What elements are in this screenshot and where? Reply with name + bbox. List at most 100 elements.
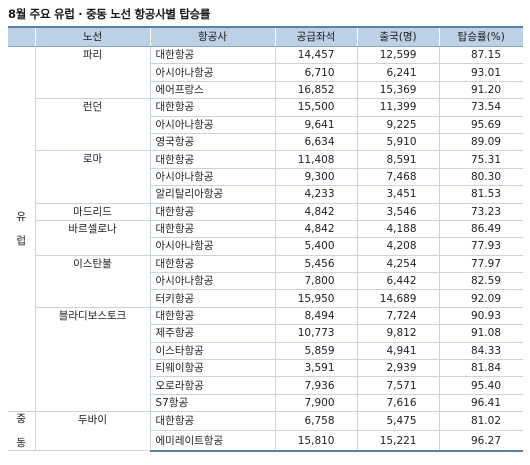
seats-cell: 10,773 xyxy=(275,324,358,343)
airline-cell: 제주항공 xyxy=(150,324,276,343)
rate-cell: 80.30 xyxy=(439,168,523,187)
airline-cell: 알리탈리아항공 xyxy=(150,185,276,204)
seats-cell: 16,852 xyxy=(275,81,358,100)
table-row: 아시아나항공 6,710 6,241 93.01 xyxy=(8,63,523,82)
seats-cell: 14,457 xyxy=(275,45,358,65)
departures-cell: 4,941 xyxy=(357,342,440,361)
rate-cell: 87.15 xyxy=(439,45,523,65)
header-rate: 탑승률(%) xyxy=(439,26,523,47)
region-label-char: 럽 xyxy=(16,235,27,248)
departures-cell: 3,546 xyxy=(357,202,440,221)
departures-cell: 4,188 xyxy=(357,219,440,239)
rate-cell: 84.33 xyxy=(439,342,523,361)
seats-cell: 6,634 xyxy=(275,133,358,152)
seats-cell: 6,710 xyxy=(275,63,358,82)
table-header-row: 노선 항공사 공급좌석 출국(명) 탑승률(%) xyxy=(8,26,523,47)
departures-cell: 4,254 xyxy=(357,254,440,274)
airline-cell: 에어프랑스 xyxy=(150,81,276,100)
route-cell: 마드리드 xyxy=(35,202,151,221)
table-row: 아시아나항공 7,800 6,442 82.59 xyxy=(8,272,523,291)
table-row: 이스탄불 대한항공 5,456 4,254 77.97 xyxy=(8,254,523,308)
rate-cell: 77.97 xyxy=(439,254,523,274)
airline-cell: 아시아나항공 xyxy=(150,116,276,134)
airline-cell: 터키항공 xyxy=(150,289,276,308)
header-departures: 출국(명) xyxy=(357,26,440,47)
seats-cell: 11,408 xyxy=(275,150,358,169)
airline-cell: 대한항공 xyxy=(150,254,276,274)
departures-cell: 6,241 xyxy=(357,63,440,82)
rate-cell: 73.23 xyxy=(439,202,523,221)
departures-cell: 7,571 xyxy=(357,376,440,395)
rate-cell: 86.49 xyxy=(439,219,523,239)
rate-cell: 95.69 xyxy=(439,116,523,134)
rate-cell: 91.20 xyxy=(439,81,523,100)
departures-cell: 12,599 xyxy=(357,45,440,65)
table-row: 영국항공 6,634 5,910 89.09 xyxy=(8,133,523,152)
seats-cell: 4,233 xyxy=(275,185,358,204)
departures-cell: 4,208 xyxy=(357,237,440,256)
seats-cell: 7,936 xyxy=(275,376,358,395)
seats-cell: 9,300 xyxy=(275,168,358,187)
airline-cell: 대한항공 xyxy=(150,45,276,65)
table-row: 티웨이항공 3,591 2,939 81.84 xyxy=(8,359,523,378)
rate-cell: 81.84 xyxy=(439,359,523,378)
table-row: 알리탈리아항공 4,233 3,451 81.53 xyxy=(8,185,523,204)
departures-cell: 15,221 xyxy=(357,430,440,452)
seats-cell: 5,400 xyxy=(275,237,358,256)
table-row: S7항공 7,900 7,616 96.41 xyxy=(8,394,523,413)
table-row: 아시아나항공 5,400 4,208 77.93 xyxy=(8,237,523,256)
seats-cell: 5,859 xyxy=(275,342,358,361)
table-row: 이스타항공 5,859 4,941 84.33 xyxy=(8,342,523,361)
departures-cell: 5,475 xyxy=(357,411,440,432)
departures-cell: 7,468 xyxy=(357,168,440,187)
departures-cell: 7,616 xyxy=(357,394,440,413)
table-body: 유 럽 파리 대한항공 14,457 12,599 87.15 아시아나항공 6,710 6,24… xyxy=(8,45,523,452)
seats-cell: 6,758 xyxy=(275,411,358,432)
table-row: 중 동 두바이 대한항공 6,758 5,475 81.02 xyxy=(8,411,523,452)
rate-cell: 75.31 xyxy=(439,150,523,169)
occupancy-table: 노선 항공사 공급좌석 출국(명) 탑승률(%) 유 럽 파리 대한항공 14,457 1… xyxy=(8,26,523,452)
departures-cell: 8,591 xyxy=(357,150,440,169)
airline-cell: 아시아나항공 xyxy=(150,237,276,256)
header-route: 노선 xyxy=(35,26,151,47)
departures-cell: 9,812 xyxy=(357,324,440,343)
rate-cell: 92.09 xyxy=(439,289,523,308)
seats-cell: 15,810 xyxy=(275,430,358,452)
route-cell: 두바이 xyxy=(35,411,151,452)
table-row: 유 럽 파리 대한항공 14,457 12,599 87.15 xyxy=(8,45,523,413)
seats-cell: 4,842 xyxy=(275,219,358,239)
page-title: 8월 주요 유럽 · 중동 노선 항공사별 탑승률 xyxy=(8,7,211,21)
airline-cell: S7항공 xyxy=(150,394,276,413)
table-row: 아시아나항공 9,641 9,225 95.69 xyxy=(8,116,523,134)
table-row: 런던 대한항공 15,500 11,399 73.54 xyxy=(8,98,523,152)
seats-cell: 15,500 xyxy=(275,98,358,117)
departures-cell: 5,910 xyxy=(357,133,440,152)
airline-cell: 아시아나항공 xyxy=(150,168,276,187)
airline-cell: 오로라항공 xyxy=(150,376,276,395)
table-row: 블라디보스토크 대한항공 8,494 7,724 90.93 xyxy=(8,306,523,413)
departures-cell: 7,724 xyxy=(357,306,440,326)
rate-cell: 93.01 xyxy=(439,63,523,82)
table-row: 제주항공 10,773 9,812 91.08 xyxy=(8,324,523,343)
departures-cell: 6,442 xyxy=(357,272,440,291)
seats-cell: 4,842 xyxy=(275,202,358,221)
seats-cell: 9,641 xyxy=(275,116,358,134)
airline-cell: 대한항공 xyxy=(150,98,276,117)
route-cell: 바르셀로나 xyxy=(35,219,151,256)
departures-cell: 9,225 xyxy=(357,116,440,134)
airline-cell: 대한항공 xyxy=(150,411,276,432)
airline-cell: 아시아나항공 xyxy=(150,272,276,291)
rate-cell: 95.40 xyxy=(439,376,523,395)
table-row: 에미레이트항공 15,810 15,221 96.27 xyxy=(8,430,523,452)
departures-cell: 15,369 xyxy=(357,81,440,100)
airline-cell: 에미레이트항공 xyxy=(150,430,276,452)
route-cell: 로마 xyxy=(35,150,151,204)
rate-cell: 82.59 xyxy=(439,272,523,291)
header-region xyxy=(8,26,36,47)
airline-cell: 대한항공 xyxy=(150,150,276,169)
rate-cell: 89.09 xyxy=(439,133,523,152)
rate-cell: 91.08 xyxy=(439,324,523,343)
route-cell: 이스탄불 xyxy=(35,254,151,308)
rate-cell: 96.41 xyxy=(439,394,523,413)
